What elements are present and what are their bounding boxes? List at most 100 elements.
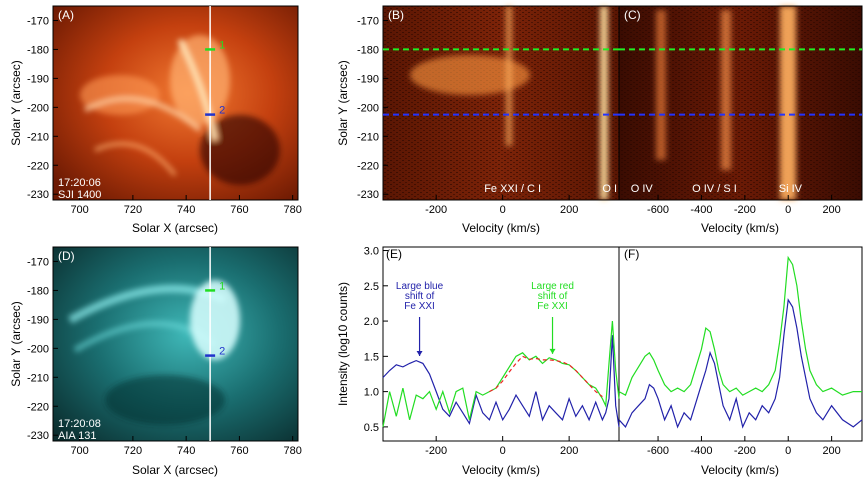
panel-b-xtick-label: 0 [500, 204, 506, 216]
panel-f-xtick-label: 0 [785, 445, 791, 457]
panel-d-ytick-label: -170 [27, 256, 49, 268]
panel-d-ytick-label: -210 [27, 372, 49, 384]
panel-a-ytick-label: -200 [27, 102, 49, 114]
panel-d-timestamp: 17:20:08 [58, 418, 101, 430]
panel-d-xtick-label: 720 [124, 445, 142, 457]
panel-e-xlabel: Velocity (km/s) [462, 463, 540, 477]
panel-c [618, 5, 863, 201]
panel-e-frame [382, 246, 620, 442]
panel-d-xtick-label: 700 [70, 445, 88, 457]
panel-d-ytick-label: -190 [27, 314, 49, 326]
panel-c-xtick-label: 200 [822, 204, 840, 216]
panel-e-series-red [489, 355, 603, 398]
panel-b-ytick-label: -170 [357, 15, 379, 27]
panel-a-instrument: SJI 1400 [58, 189, 101, 201]
panel-a [52, 5, 299, 201]
panel-b-ytick-label: -200 [357, 102, 379, 114]
panel-a-ylabel: Solar Y (arcsec) [9, 60, 23, 146]
panel-d-xtick-label: 780 [283, 445, 301, 457]
panel-a-ytick-label: -170 [27, 15, 49, 27]
panel-a-ytick-label: -180 [27, 44, 49, 56]
panel-a-ytick-label: -190 [27, 73, 49, 85]
panel-d-label: (D) [58, 249, 75, 263]
panel-e-ytick-label: 3.0 [364, 246, 379, 258]
panel-b-xtick-label: -200 [425, 204, 447, 216]
panel-f-series-blue [618, 298, 863, 429]
panel-a-xtick-label: 740 [177, 204, 195, 216]
panel-e-xtick-label: 200 [560, 445, 578, 457]
panel-a-ytick-label: -230 [27, 189, 49, 201]
panel-a-marker-label: 1 [219, 39, 225, 51]
panel-e-annotation-text: Fe XXI [404, 301, 435, 312]
panel-d-ylabel: Solar Y (arcsec) [9, 301, 23, 387]
panel-e-xtick-label: -200 [425, 445, 447, 457]
panel-b-xtick-label: 200 [560, 204, 578, 216]
panel-a-xtick-label: 760 [230, 204, 248, 216]
panel-d-xtick-label: 760 [230, 445, 248, 457]
panel-f-series-green [618, 255, 862, 396]
panel-d [52, 246, 299, 442]
panel-d-xlabel: Solar X (arcsec) [132, 463, 218, 477]
panel-e-annotation-text: Large blue [396, 281, 444, 292]
panel-f-label: (F) [624, 247, 639, 261]
panel-d-xtick-label: 740 [177, 445, 195, 457]
panel-b-ytick-label: -230 [357, 189, 379, 201]
panel-a-marker-label: 2 [219, 105, 225, 117]
panel-e-ytick-label: 1.0 [364, 387, 379, 399]
panel-c-xtick-label: 0 [785, 204, 791, 216]
panel-a-label: (A) [58, 8, 74, 22]
panel-e-ytick-label: 1.5 [364, 351, 379, 363]
panel-e-annotation-arrowhead [549, 348, 556, 354]
panel-c-xlabel: Velocity (km/s) [701, 221, 779, 235]
panel-f-xtick-label: -200 [734, 445, 756, 457]
panel-f [618, 246, 863, 442]
panel-d-ytick-label: -220 [27, 401, 49, 413]
panel-f-xtick-label: -600 [647, 445, 669, 457]
panel-b-features [410, 6, 608, 200]
panel-b-ytick-label: -180 [357, 44, 379, 56]
panel-a-features [80, 35, 280, 185]
overlays: 700 720 740 760 780 -170 -180 -190 -200 -210 -220 -… [27, 6, 863, 457]
panel-e [382, 246, 620, 442]
panel-c-features [656, 6, 796, 200]
panel-a-xlabel: Solar X (arcsec) [132, 221, 218, 235]
panel-e-annotation-text: shift of [405, 291, 435, 302]
panel-e-ytick-label: 2.0 [364, 316, 379, 328]
panel-c-label: (C) [624, 8, 641, 22]
panel-c-line-label: O IV / S I [692, 183, 737, 195]
panel-b-xlabel: Velocity (km/s) [462, 221, 540, 235]
panel-b [382, 5, 620, 201]
panel-f-xlabel: Velocity (km/s) [701, 463, 779, 477]
panel-e-annotation-text: shift of [538, 291, 568, 302]
panel-a-ytick-label: -220 [27, 160, 49, 172]
panel-e-annotation-arrowhead [416, 350, 423, 356]
panel-e-xtick-label: 0 [500, 445, 506, 457]
panel-b-ytick-label: -220 [357, 160, 379, 172]
panel-f-frame [618, 246, 863, 442]
panel-f-xtick-label: 200 [822, 445, 840, 457]
panel-c-xtick-label: -600 [647, 204, 669, 216]
panel-c-xtick-label: -200 [734, 204, 756, 216]
panel-b-line-label: O I [602, 183, 617, 195]
panel-d-ytick-label: -180 [27, 285, 49, 297]
panel-d-ytick-label: -200 [27, 343, 49, 355]
panel-b-ylabel: Solar Y (arcsec) [336, 60, 350, 146]
panel-d-marker-label: 1 [219, 280, 225, 292]
panel-e-annotation-text: Fe XXI [537, 301, 568, 312]
panel-a-xtick-label: 700 [70, 204, 88, 216]
panel-f-xtick-label: -400 [690, 445, 712, 457]
panel-b-label: (B) [388, 8, 404, 22]
panel-e-label: (E) [386, 247, 402, 261]
panel-b-ytick-label: -190 [357, 73, 379, 85]
panel-c-line-label: O IV [631, 183, 654, 195]
panel-a-timestamp: 17:20:06 [58, 177, 101, 189]
panel-d-instrument: AIA 131 [58, 430, 97, 442]
panel-b-line-label: Fe XXI / C I [484, 183, 541, 195]
panel-e-series-green [382, 321, 620, 428]
panel-a-xtick-label: 720 [124, 204, 142, 216]
panel-d-marker-label: 2 [219, 346, 225, 358]
panel-e-ylabel: Intensity (log10 counts) [336, 282, 350, 406]
panel-e-annotation-text: Large red [531, 281, 574, 292]
panel-e-ytick-label: 0.5 [364, 422, 379, 434]
